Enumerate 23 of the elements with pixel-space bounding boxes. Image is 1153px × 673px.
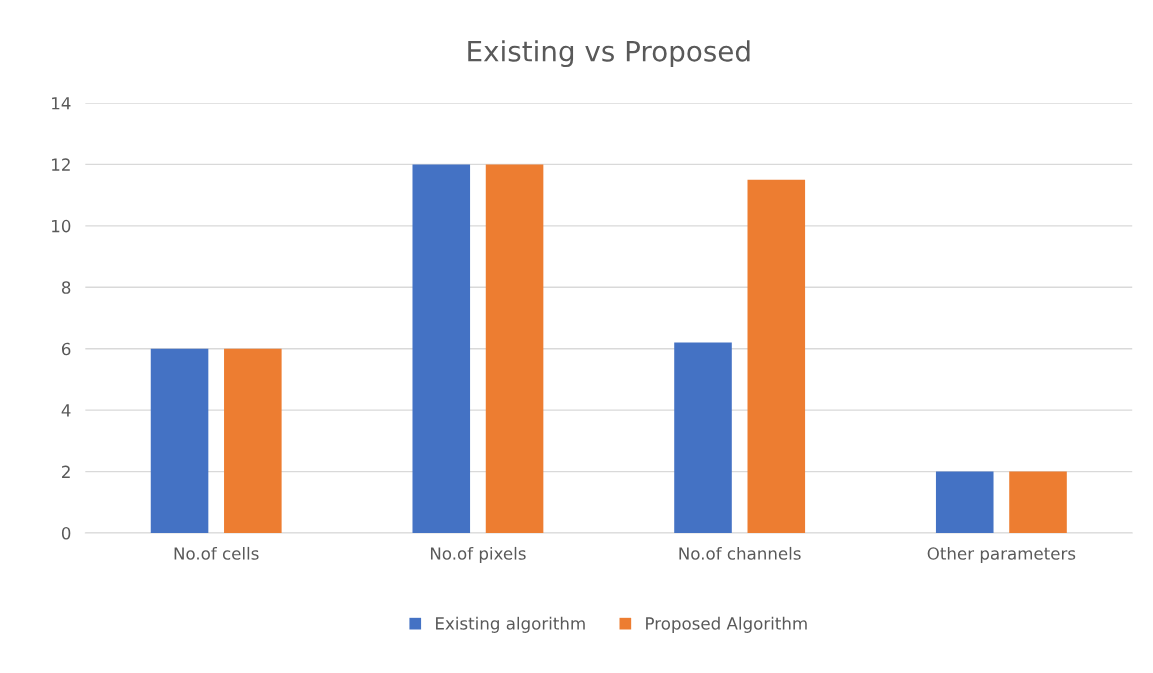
bar (150, 348, 209, 534)
y-tick-label: 4 (61, 404, 71, 417)
x-tick-label: No.of channels (679, 546, 801, 560)
x-tick-label: Other parameters (927, 546, 1076, 564)
y-tick-label: 8 (61, 281, 71, 294)
y-tick-label: 0 (61, 526, 71, 540)
bar (412, 164, 471, 534)
y-tick-label: 14 (52, 97, 71, 110)
bar (747, 179, 806, 534)
legend-label: Existing algorithm (436, 616, 585, 633)
legend-label: Proposed Algorithm (646, 616, 807, 633)
bar (1009, 471, 1067, 534)
y-tick-label: 2 (62, 465, 70, 478)
chart-title: Existing vs Proposed (468, 40, 750, 68)
y-tick-label: 6 (61, 342, 71, 356)
x-tick-label: No.of pixels (430, 546, 526, 564)
y-tick-label: 10 (52, 219, 71, 233)
bar (224, 348, 282, 534)
bar (674, 342, 732, 534)
y-tick-label: 12 (52, 158, 70, 171)
bar (935, 471, 994, 534)
x-tick-label: No.of cells (174, 546, 259, 560)
bar (485, 164, 544, 534)
